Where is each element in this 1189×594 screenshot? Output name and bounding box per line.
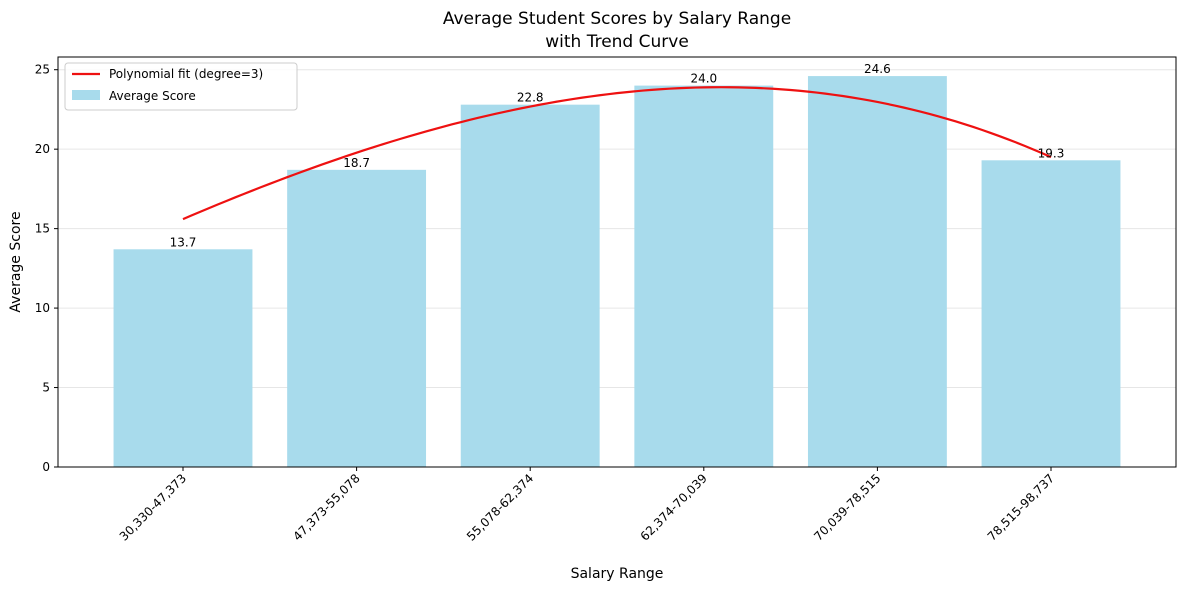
- bar: [113, 249, 253, 467]
- trend-curve: [182, 86, 1052, 221]
- x-tick-label: 47,373-55,078: [290, 471, 362, 543]
- bar: [807, 76, 947, 468]
- x-tick-label: 70,039-78,515: [811, 471, 883, 543]
- plot-frame: [57, 56, 1177, 468]
- bar-value-label: 24.0: [690, 72, 717, 86]
- bar-value-label: 19.3: [1038, 146, 1065, 160]
- x-axis-label: Salary Range: [571, 566, 664, 582]
- y-tick-label: 10: [35, 301, 50, 315]
- bar-value-label: 22.8: [517, 91, 544, 105]
- legend-swatch-bars: [72, 90, 100, 100]
- x-tick-label: 30,330-47,373: [117, 471, 189, 543]
- chart-subtitle: with Trend Curve: [545, 32, 689, 52]
- y-tick-label: 5: [42, 381, 50, 395]
- bar-value-label: 18.7: [343, 156, 370, 170]
- legend-box: [64, 62, 298, 111]
- bar: [981, 160, 1121, 468]
- y-tick-label: 25: [35, 63, 50, 77]
- bar: [287, 169, 427, 467]
- x-tick-label: 62,374-70,039: [638, 471, 710, 543]
- x-tick-label: 55,078-62,374: [464, 471, 536, 543]
- trend-curve-layer: [182, 86, 1052, 221]
- y-tick-label: 20: [35, 142, 50, 156]
- y-tick-label: 15: [35, 222, 50, 236]
- bar: [634, 85, 774, 468]
- y-tick-label: 0: [42, 460, 50, 474]
- data-label-layer: 13.7 18.7 22.8 24.0 24.6 19.3: [170, 62, 1065, 249]
- x-tick-label: 78,515-98,737: [985, 471, 1057, 543]
- bar-value-label: 13.7: [170, 235, 197, 249]
- bar-value-label: 24.6: [864, 62, 891, 76]
- legend: Polynomial fit (degree=3) Average Score: [64, 62, 298, 111]
- y-axis-label: Average Score: [8, 211, 24, 312]
- legend-label-trend: Polynomial fit (degree=3): [109, 67, 263, 81]
- legend-label-bars: Average Score: [109, 89, 196, 103]
- bar-layer: [113, 76, 1121, 468]
- bar: [460, 104, 600, 468]
- chart-title: Average Student Scores by Salary Range: [443, 9, 791, 29]
